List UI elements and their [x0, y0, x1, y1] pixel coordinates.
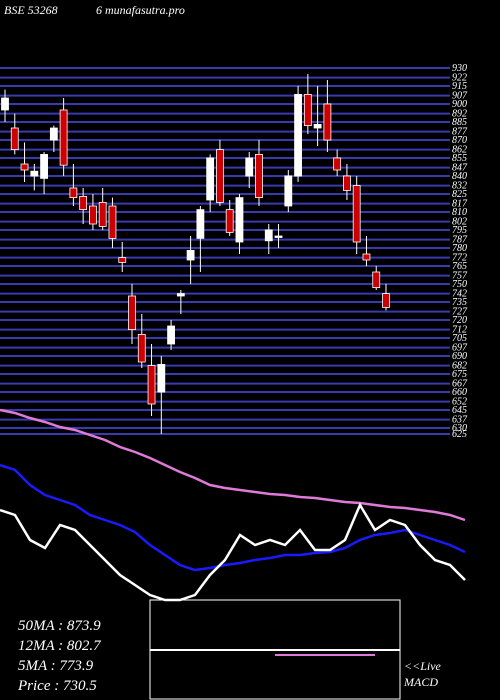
- candle-body: [20, 163, 29, 171]
- candle-body: [294, 94, 302, 177]
- candle-body: [264, 229, 273, 242]
- y-tick-label: 757: [452, 271, 468, 282]
- candle-body: [79, 195, 88, 210]
- y-tick-label: 772: [452, 253, 467, 264]
- candle-body: [10, 127, 19, 151]
- y-tick-label: 915: [452, 81, 467, 92]
- candle-body: [372, 271, 381, 289]
- candle-body: [137, 333, 146, 363]
- y-tick-label: 870: [452, 135, 467, 146]
- y-tick-label: 720: [452, 315, 467, 326]
- y-tick-label: 780: [452, 243, 467, 254]
- chart-subtitle: 6 munafasutra.pro: [96, 3, 185, 17]
- candle-body: [157, 363, 166, 393]
- stat-label: 5MA : 773.9: [18, 658, 94, 674]
- y-tick-label: 802: [452, 217, 467, 228]
- candle-body: [303, 94, 312, 127]
- y-tick-label: 727: [452, 307, 468, 318]
- y-tick-label: 825: [452, 189, 467, 200]
- candle-body: [352, 185, 361, 243]
- y-tick-label: 765: [452, 261, 467, 272]
- y-tick-label: 930: [452, 63, 467, 74]
- candle-body: [1, 97, 9, 111]
- y-tick-label: 652: [452, 397, 467, 408]
- y-tick-label: 787: [452, 235, 468, 246]
- stat-label: Price : 730.5: [17, 678, 97, 694]
- y-tick-label: 682: [452, 361, 467, 372]
- candle-body: [40, 153, 48, 179]
- y-tick-label: 832: [452, 181, 467, 192]
- candle-body: [128, 295, 136, 330]
- ma-line: [0, 502, 466, 602]
- y-tick-label: 922: [452, 73, 467, 84]
- candle-body: [206, 157, 215, 201]
- candle-body: [176, 293, 185, 297]
- y-tick-label: 697: [452, 343, 468, 354]
- candle-body: [30, 170, 39, 177]
- macd-label: MACD: [403, 675, 438, 689]
- candle-body: [147, 365, 156, 405]
- candle-body: [98, 201, 107, 227]
- y-tick-label: 690: [452, 351, 467, 362]
- candle-body: [274, 235, 283, 238]
- candle-body: [49, 127, 58, 141]
- y-tick-label: 795: [452, 225, 467, 236]
- macd-label: <<Live: [404, 659, 442, 673]
- candle-body: [343, 175, 351, 191]
- y-tick-label: 817: [452, 199, 468, 210]
- candle-body: [118, 257, 127, 263]
- candle-body: [284, 175, 293, 207]
- y-tick-label: 735: [452, 297, 467, 308]
- candle-body: [69, 187, 78, 198]
- ma-line: [0, 463, 466, 572]
- candle-body: [89, 205, 97, 225]
- y-tick-label: 660: [452, 387, 467, 398]
- candle-body: [382, 293, 390, 308]
- candle-body: [333, 157, 342, 171]
- y-tick-label: 667: [452, 379, 468, 390]
- y-tick-label: 892: [452, 109, 467, 120]
- y-tick-label: 742: [452, 289, 467, 300]
- candle-body: [216, 149, 224, 203]
- y-tick-label: 645: [452, 405, 467, 416]
- candle-body: [362, 253, 371, 261]
- candle-body: [167, 325, 175, 345]
- candle-body: [59, 109, 68, 166]
- candle-body: [235, 197, 244, 243]
- candle-body: [186, 249, 195, 261]
- y-tick-label: 637: [452, 415, 468, 426]
- y-tick-label: 877: [452, 127, 468, 138]
- candle-body: [245, 157, 254, 177]
- y-tick-label: 625: [452, 429, 467, 440]
- y-tick-label: 810: [452, 207, 467, 218]
- y-tick-label: 907: [452, 91, 468, 102]
- candle-body: [196, 209, 205, 239]
- chart-title: BSE 53268: [4, 3, 58, 17]
- candle-body: [225, 209, 234, 233]
- stat-label: 12MA : 802.7: [18, 638, 102, 654]
- y-tick-label: 750: [452, 279, 467, 290]
- candle-body: [108, 205, 117, 239]
- y-tick-label: 705: [452, 333, 467, 344]
- y-tick-label: 847: [452, 163, 468, 174]
- stat-label: 50MA : 873.9: [18, 618, 101, 634]
- y-tick-label: 885: [452, 117, 467, 128]
- y-tick-label: 630: [452, 423, 467, 434]
- y-tick-label: 712: [452, 325, 467, 336]
- y-tick-label: 840: [452, 171, 467, 182]
- candle-body: [255, 153, 263, 198]
- y-tick-label: 675: [452, 369, 467, 380]
- y-tick-label: 862: [452, 145, 467, 156]
- ma-line: [0, 408, 466, 522]
- y-tick-label: 900: [452, 99, 467, 110]
- candle-body: [313, 124, 322, 129]
- y-tick-label: 855: [452, 153, 467, 164]
- candle-body: [323, 103, 332, 141]
